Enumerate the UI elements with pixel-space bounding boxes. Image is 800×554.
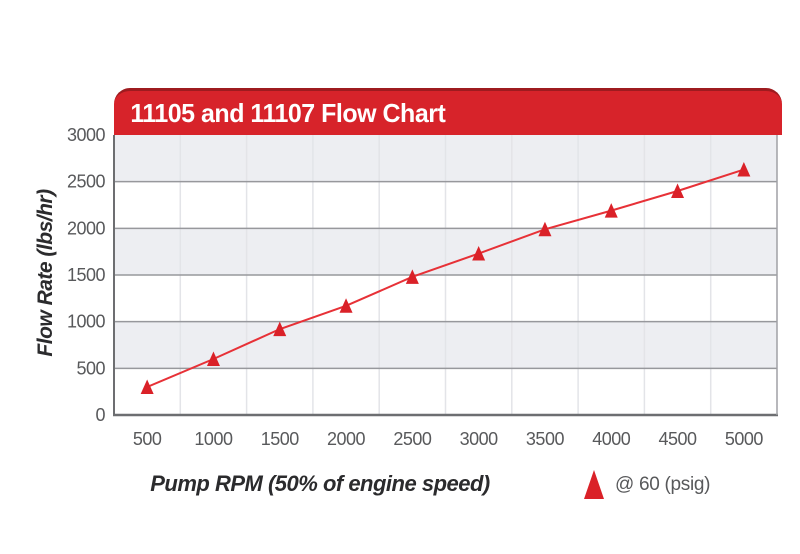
legend-label: @ 60 (psig) <box>615 473 711 495</box>
chart-title-banner: 11105 and 11107 Flow Chart <box>114 88 782 135</box>
x-tick-label: 4500 <box>659 429 698 449</box>
data-point-marker <box>273 321 287 337</box>
x-tick-label: 3000 <box>460 429 499 449</box>
data-point-marker <box>604 203 618 218</box>
x-axis-title: Pump RPM (50% of engine speed) <box>150 471 490 496</box>
y-tick-label: 500 <box>76 358 105 378</box>
y-tick-label: 0 <box>95 405 105 425</box>
data-point-marker <box>339 298 353 313</box>
x-tick-label: 1000 <box>194 429 233 449</box>
x-tick-label: 2000 <box>327 429 366 449</box>
x-tick-label: 4000 <box>592 429 631 449</box>
data-point-marker <box>140 379 154 394</box>
y-tick-label: 2000 <box>67 218 106 238</box>
legend: @ 60 (psig) <box>584 470 711 499</box>
data-point-marker <box>737 162 751 177</box>
chart-title: 11105 and 11107 Flow Chart <box>130 97 446 128</box>
triangle-marker-icon <box>584 470 604 499</box>
y-tick-label: 1000 <box>67 312 106 332</box>
y-axis-title: Flow Rate (lbs/hr) <box>34 189 57 357</box>
x-tick-label: 2500 <box>393 429 432 449</box>
data-point-marker <box>405 269 419 284</box>
y-tick-label: 2500 <box>67 172 106 192</box>
y-tick-label: 3000 <box>67 125 106 145</box>
data-point-marker <box>538 221 552 237</box>
x-tick-label: 5000 <box>725 429 764 449</box>
series-line <box>146 168 745 388</box>
data-point-marker <box>206 351 220 366</box>
x-tick-label: 500 <box>133 429 162 449</box>
data-point-marker <box>472 246 486 261</box>
y-tick-label: 1500 <box>67 265 106 285</box>
data-point-marker <box>671 183 685 198</box>
x-tick-label: 1500 <box>261 429 300 449</box>
x-tick-label: 3500 <box>526 429 565 449</box>
